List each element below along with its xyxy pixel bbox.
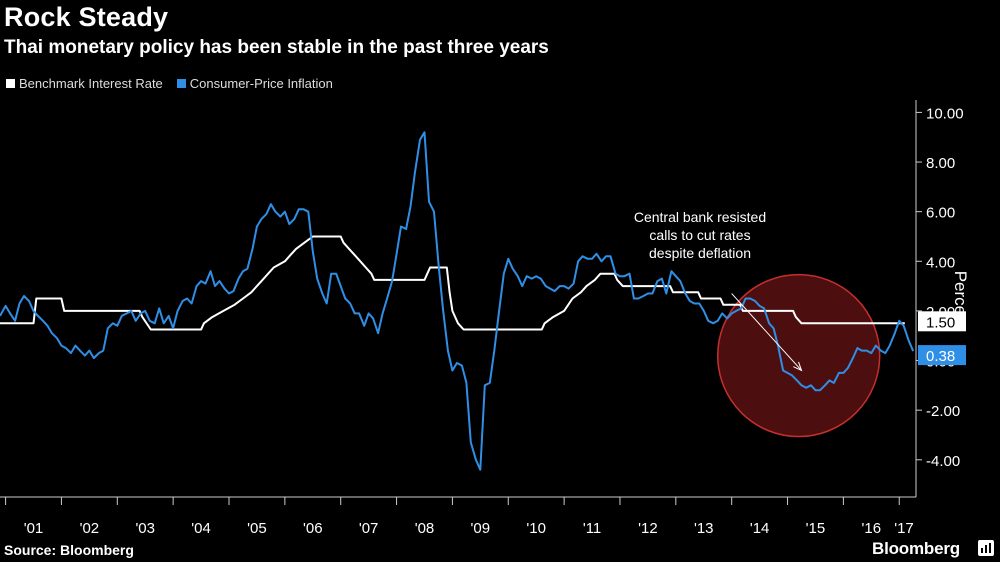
bloomberg-chart-icon <box>978 540 994 556</box>
inflation-value-tag-box <box>918 345 966 366</box>
legend-label-benchmark: Benchmark Interest Rate <box>19 76 163 91</box>
chart-subtitle: Thai monetary policy has been stable in … <box>4 37 549 58</box>
annotation-text: Central bank resisted <box>634 209 766 225</box>
x-tick-label: '17 <box>894 520 914 537</box>
y-tick-label: 10.00 <box>926 105 964 122</box>
legend-item-benchmark: Benchmark Interest Rate <box>6 76 163 91</box>
x-tick-label: '02 <box>80 520 100 537</box>
benchmark-value-tag-label: 1.50 <box>926 314 955 331</box>
inflation-line <box>0 131 915 471</box>
x-tick-label: '16 <box>862 520 882 537</box>
y-tick-label: 6.00 <box>926 205 955 222</box>
x-tick-label: '03 <box>135 520 155 537</box>
x-tick-label: '05 <box>247 520 267 537</box>
annotation-arrow <box>731 293 802 371</box>
x-tick-label: '15 <box>806 520 826 537</box>
brand-logo: Bloomberg <box>872 539 960 558</box>
x-tick-label: '12 <box>638 520 658 537</box>
x-tick-label: '01 <box>24 520 44 537</box>
x-tick-label: '11 <box>583 520 601 537</box>
x-tick-label: '06 <box>303 520 323 537</box>
benchmark-rate-line <box>0 235 905 331</box>
legend: Benchmark Interest Rate Consumer-Price I… <box>6 76 333 91</box>
highlight-circle <box>716 273 881 438</box>
x-tick-label: '07 <box>359 520 379 537</box>
annotation-arrowhead <box>793 361 803 372</box>
annotation-text: despite deflation <box>649 245 751 261</box>
x-tick-label: '08 <box>415 520 435 537</box>
x-tick-label: '04 <box>191 520 211 537</box>
benchmark-value-tag-box <box>918 311 966 332</box>
y-tick-label: 8.00 <box>926 155 955 172</box>
y-tick-label: -2.00 <box>926 403 960 420</box>
x-tick-label: '14 <box>750 520 770 537</box>
x-tick-label: '10 <box>526 520 546 537</box>
legend-swatch-benchmark <box>6 79 15 88</box>
annotation-text: calls to cut rates <box>649 227 750 243</box>
x-tick-label: '09 <box>471 520 491 537</box>
legend-swatch-inflation <box>176 79 186 88</box>
inflation-value-tag-label: 0.38 <box>926 348 955 365</box>
source-note: Source: Bloomberg <box>4 542 134 558</box>
legend-label-inflation: Consumer-Price Inflation <box>189 76 333 91</box>
y-tick-label: -4.00 <box>926 453 960 470</box>
bloomberg-bars-icon <box>981 543 991 553</box>
chart-title: Rock Steady <box>4 2 169 32</box>
y-tick-label: 4.00 <box>926 254 955 271</box>
legend-item-inflation: Consumer-Price Inflation <box>176 76 333 91</box>
x-tick-label: '13 <box>694 520 714 537</box>
